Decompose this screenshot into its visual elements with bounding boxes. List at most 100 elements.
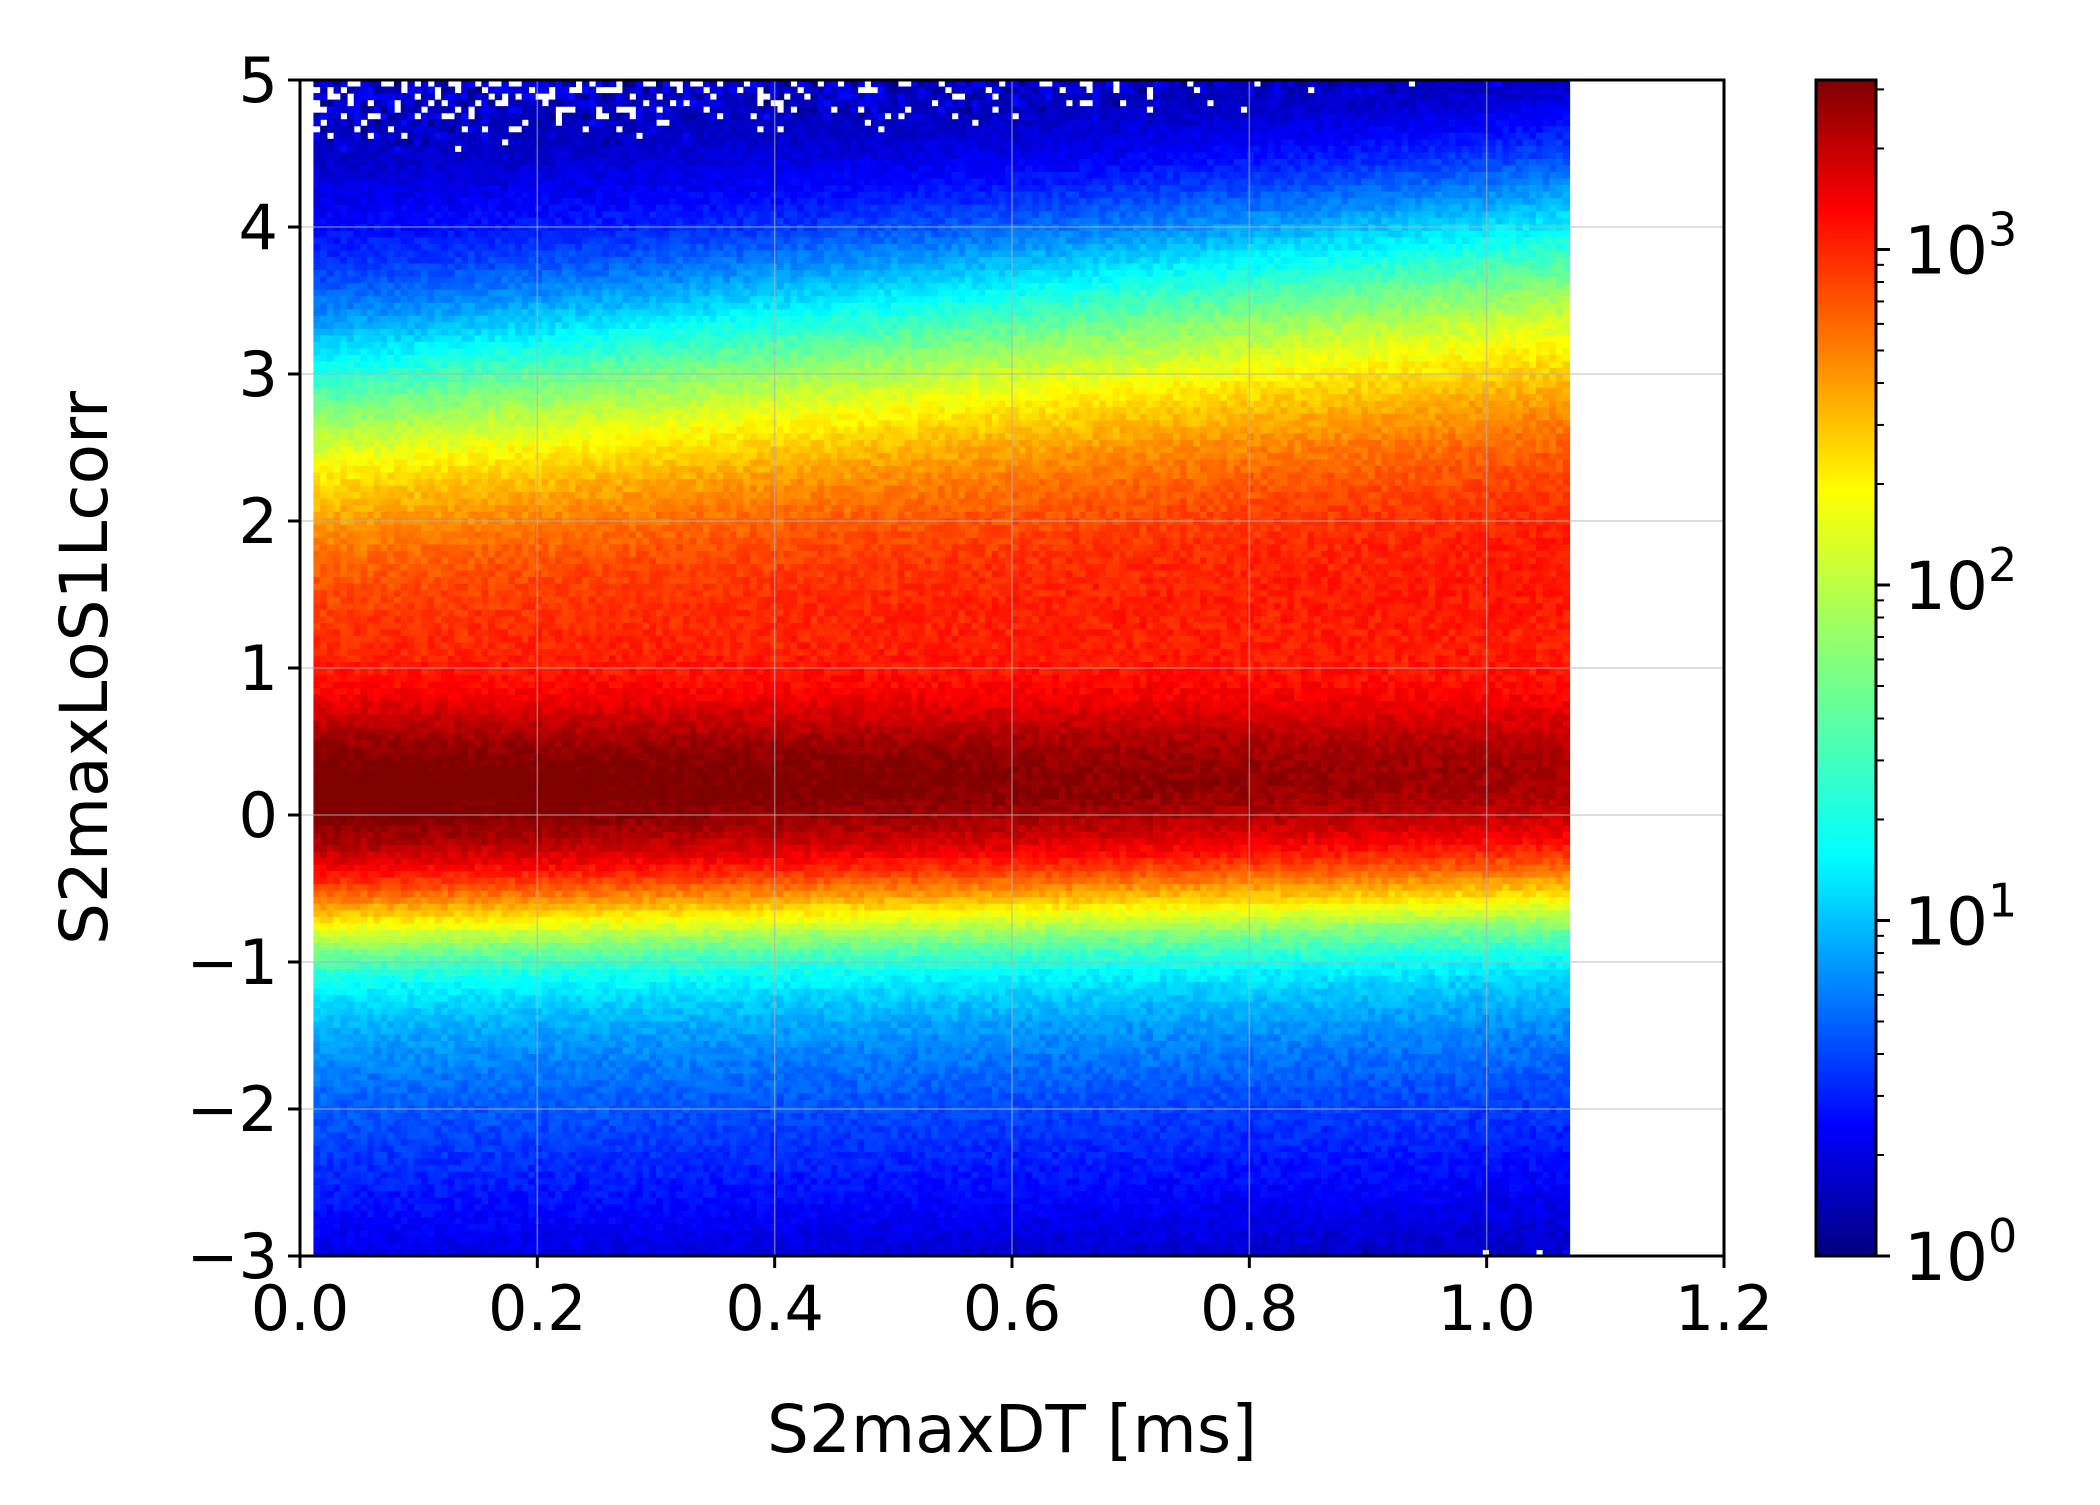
heatmap-cell xyxy=(394,602,402,610)
heatmap-cell xyxy=(373,99,382,107)
heatmap-cell xyxy=(420,99,429,107)
heatmap-cell xyxy=(474,1171,482,1179)
heatmap-cell xyxy=(400,419,409,427)
heatmap-cell xyxy=(467,249,476,257)
heatmap-cell xyxy=(347,341,355,349)
heatmap-cell xyxy=(454,1007,462,1015)
heatmap-cell xyxy=(360,550,368,558)
heatmap-cell xyxy=(360,792,368,800)
heatmap-cell xyxy=(380,93,388,101)
heatmap-cell xyxy=(347,321,355,329)
heatmap-cell xyxy=(380,563,388,571)
heatmap-cell xyxy=(414,1118,422,1126)
heatmap-cell xyxy=(494,1073,503,1081)
heatmap-cell xyxy=(367,197,375,205)
heatmap-cell xyxy=(481,1229,489,1237)
heatmap-cell xyxy=(501,1216,509,1224)
heatmap-cell xyxy=(441,661,449,669)
heatmap-cell xyxy=(326,694,335,702)
heatmap-cell xyxy=(353,922,362,930)
heatmap-cell xyxy=(347,1033,355,1041)
heatmap-cell xyxy=(313,249,321,257)
heatmap-cell xyxy=(494,217,503,225)
heatmap-cell xyxy=(373,1060,382,1068)
heatmap-cell xyxy=(340,850,348,859)
heatmap-cell xyxy=(400,230,409,238)
heatmap-cell xyxy=(347,243,355,251)
heatmap-cell xyxy=(353,302,362,310)
heatmap-cell xyxy=(454,583,462,591)
heatmap-cell xyxy=(347,445,355,453)
heatmap-cell xyxy=(420,864,429,872)
heatmap-cell xyxy=(427,138,435,146)
heatmap-cell xyxy=(320,1027,328,1035)
heatmap-cell xyxy=(441,530,449,538)
heatmap-cell xyxy=(488,178,496,186)
heatmap-cell xyxy=(461,426,469,434)
heatmap-cell xyxy=(488,1151,496,1159)
heatmap-cell xyxy=(427,635,435,643)
heatmap-cell xyxy=(380,694,388,702)
heatmap-cell xyxy=(488,138,496,146)
heatmap-cell xyxy=(400,981,409,989)
heatmap-cell xyxy=(326,622,335,630)
heatmap-cell xyxy=(494,1164,503,1172)
heatmap-cell xyxy=(407,1027,415,1035)
heatmap-cell xyxy=(313,596,321,604)
heatmap-cell xyxy=(488,543,496,551)
heatmap-cell xyxy=(427,419,435,427)
heatmap-cell xyxy=(461,1033,469,1041)
heatmap-cell xyxy=(447,1073,456,1081)
heatmap-cell xyxy=(461,99,469,107)
heatmap-cell xyxy=(441,752,449,761)
heatmap-cell xyxy=(373,1236,382,1244)
heatmap-cell xyxy=(414,125,422,133)
heatmap-cell xyxy=(367,1131,375,1139)
heatmap-cell xyxy=(454,491,462,499)
heatmap-cell xyxy=(400,648,409,656)
heatmap-cell xyxy=(360,308,368,316)
heatmap-cell xyxy=(481,550,489,558)
heatmap-cell xyxy=(400,491,409,499)
heatmap-cell xyxy=(454,204,462,212)
heatmap-cell xyxy=(467,1040,476,1048)
heatmap-cell xyxy=(333,570,341,578)
heatmap-cell xyxy=(367,570,375,578)
heatmap-cell xyxy=(394,308,402,316)
heatmap-cell xyxy=(326,720,335,728)
heatmap-cell xyxy=(380,393,388,401)
heatmap-cell xyxy=(326,1092,335,1100)
heatmap-cell xyxy=(447,485,456,493)
heatmap-cell xyxy=(347,1066,355,1074)
heatmap-cell xyxy=(367,269,375,277)
heatmap-cell xyxy=(360,831,368,839)
heatmap-cell xyxy=(447,844,456,852)
heatmap-cell xyxy=(420,1066,429,1074)
heatmap-cell xyxy=(313,93,321,101)
heatmap-cell xyxy=(494,968,503,976)
heatmap-cell xyxy=(326,524,335,532)
heatmap-cell xyxy=(481,230,489,238)
heatmap-cell xyxy=(333,256,341,264)
heatmap-cell xyxy=(494,400,503,408)
heatmap-cell xyxy=(313,112,321,120)
heatmap-cell xyxy=(360,374,368,382)
heatmap-cell xyxy=(427,511,435,519)
heatmap-cell xyxy=(454,112,462,120)
heatmap-cell xyxy=(454,452,462,460)
heatmap-cell xyxy=(447,380,456,388)
heatmap-cell xyxy=(326,831,335,839)
heatmap-cell xyxy=(380,1079,388,1087)
heatmap-cell xyxy=(420,792,429,800)
heatmap-cell xyxy=(360,1249,368,1256)
heatmap-cell xyxy=(387,191,395,199)
heatmap-cell xyxy=(333,230,341,238)
heatmap-cell xyxy=(380,975,388,983)
heatmap-cell xyxy=(360,968,368,976)
heatmap-cell xyxy=(353,171,362,179)
heatmap-cell xyxy=(420,1164,429,1172)
heatmap-cell xyxy=(367,1138,375,1146)
heatmap-cell xyxy=(420,289,429,297)
heatmap-cell xyxy=(494,230,503,238)
heatmap-cell xyxy=(434,1151,442,1159)
